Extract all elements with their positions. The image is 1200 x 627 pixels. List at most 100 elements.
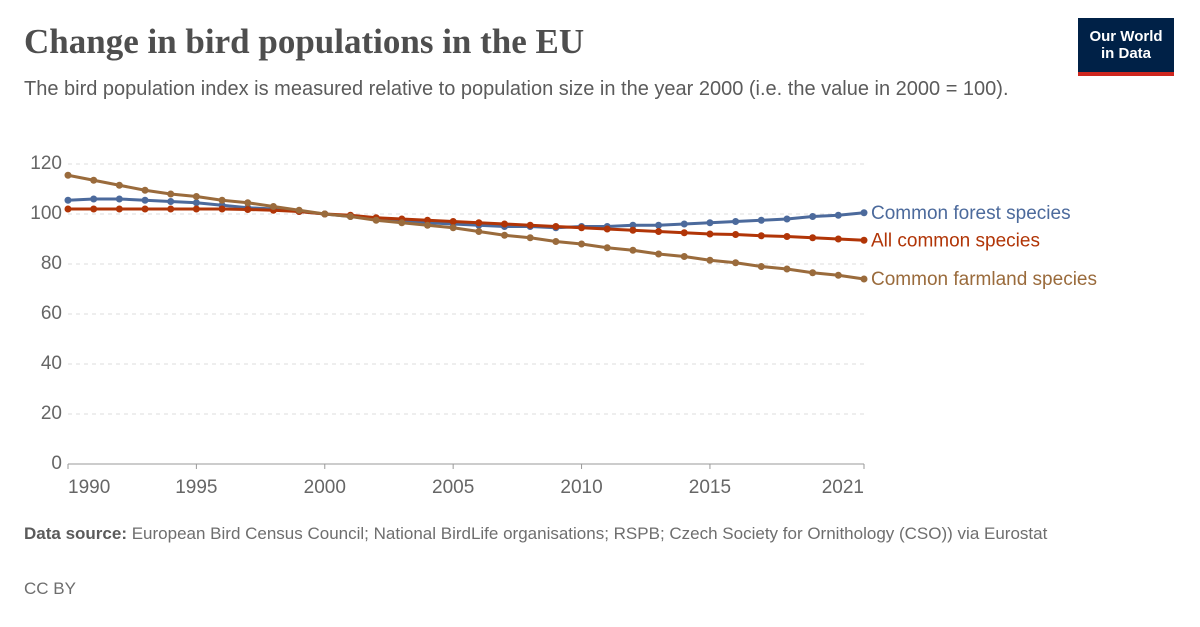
y-tick-label: 20 xyxy=(41,403,62,424)
data-point xyxy=(346,213,354,220)
data-point xyxy=(680,229,688,237)
y-tick-label: 60 xyxy=(41,303,62,324)
data-point xyxy=(783,233,791,240)
data-point xyxy=(603,225,611,233)
data-point xyxy=(64,205,72,213)
data-point xyxy=(526,221,534,229)
data-point xyxy=(475,228,483,235)
data-point xyxy=(449,218,457,225)
data-point xyxy=(809,269,817,277)
data-point xyxy=(629,246,637,254)
x-tick-label: 2010 xyxy=(560,477,602,498)
data-point xyxy=(64,171,72,179)
data-point xyxy=(834,211,842,219)
license: CC BY xyxy=(24,579,76,598)
x-tick-label: 2000 xyxy=(304,477,346,498)
data-point xyxy=(860,275,868,283)
legend-label: Common farmland species xyxy=(871,269,1097,290)
y-tick-label: 40 xyxy=(41,353,62,374)
legend-label: Common forest species xyxy=(871,203,1071,224)
data-point xyxy=(141,205,149,213)
data-point xyxy=(757,232,765,240)
data-point xyxy=(90,195,98,203)
data-point xyxy=(90,205,98,213)
source: Data source: European Bird Census Counci… xyxy=(24,522,1144,546)
data-point xyxy=(269,203,277,210)
data-point xyxy=(809,234,817,242)
data-point xyxy=(552,238,560,245)
data-point xyxy=(244,206,252,213)
data-point xyxy=(629,221,637,229)
legend-label: All common species xyxy=(871,230,1040,251)
data-point xyxy=(295,206,303,214)
data-point xyxy=(167,198,175,205)
x-tick-label: 2021 xyxy=(822,477,864,498)
data-point xyxy=(834,271,842,279)
data-point xyxy=(115,195,123,203)
data-point xyxy=(732,218,740,225)
data-point xyxy=(90,176,98,184)
data-point xyxy=(783,265,791,273)
data-point xyxy=(398,219,406,227)
data-point xyxy=(192,205,200,213)
data-point xyxy=(680,253,688,260)
data-point xyxy=(372,216,380,224)
data-point xyxy=(423,216,431,224)
data-point xyxy=(834,235,842,243)
data-point xyxy=(860,236,868,244)
data-point xyxy=(141,186,149,194)
data-point xyxy=(757,263,765,270)
data-point xyxy=(501,231,509,239)
series-line xyxy=(68,207,865,242)
data-point xyxy=(423,221,431,229)
data-point xyxy=(141,196,149,204)
data-point xyxy=(218,196,226,204)
data-point xyxy=(655,228,663,235)
data-point xyxy=(757,216,765,224)
data-point xyxy=(732,259,740,267)
data-point xyxy=(552,223,560,230)
logo[interactable]: Our World in Data xyxy=(1078,18,1174,76)
data-point xyxy=(732,231,740,238)
y-tick-label: 120 xyxy=(30,153,62,174)
data-point xyxy=(501,220,509,228)
data-point xyxy=(321,210,329,218)
data-point xyxy=(526,234,534,242)
chart-subtitle: The bird population index is measured re… xyxy=(24,78,1009,100)
data-point xyxy=(578,224,586,232)
chart-title: Change in bird populations in the EU xyxy=(24,22,585,61)
data-point xyxy=(655,221,663,229)
data-point xyxy=(192,199,200,207)
source-label: Data source: xyxy=(24,524,127,543)
data-point xyxy=(680,220,688,228)
data-point xyxy=(115,181,123,189)
data-point xyxy=(244,199,252,207)
data-point xyxy=(64,196,72,204)
data-point xyxy=(167,190,175,198)
data-point xyxy=(706,219,714,227)
x-tick-label: 1995 xyxy=(175,477,217,498)
data-point xyxy=(629,226,637,234)
series-line xyxy=(67,197,865,230)
data-point xyxy=(783,215,791,223)
data-point xyxy=(809,213,817,220)
data-point xyxy=(192,193,200,200)
data-point xyxy=(655,250,663,258)
data-point xyxy=(475,219,483,227)
y-tick-label: 80 xyxy=(41,253,62,274)
data-point xyxy=(706,256,714,264)
series-line xyxy=(67,173,865,281)
data-point xyxy=(167,205,175,213)
x-tick-label: 2015 xyxy=(689,477,731,498)
source-text: European Bird Census Council; National B… xyxy=(131,524,1048,543)
y-tick-label: 100 xyxy=(30,203,62,224)
x-tick-label: 1990 xyxy=(68,477,110,498)
data-point xyxy=(115,205,123,213)
data-point xyxy=(449,224,457,232)
y-tick-label: 0 xyxy=(51,453,62,474)
data-point xyxy=(578,240,586,248)
logo-text[interactable]: Our World in Data xyxy=(1089,28,1163,62)
data-point xyxy=(860,209,868,217)
